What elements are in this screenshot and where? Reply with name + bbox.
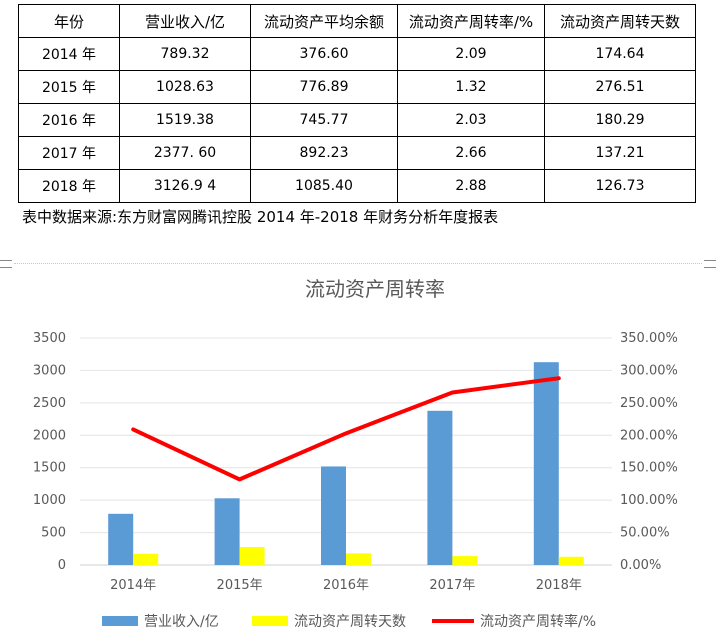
- table-cell: 376.60: [250, 37, 398, 71]
- legend-swatch: [102, 616, 138, 626]
- table-header-cell: 营业收入/亿: [119, 4, 251, 38]
- chart-title: 流动资产周转率: [305, 277, 445, 301]
- x-tick-label: 2018年: [536, 578, 582, 593]
- legend-label: 流动资产周转天数: [294, 614, 406, 630]
- table-cell: 2.88: [397, 169, 545, 203]
- table-cell: 180.29: [544, 103, 696, 137]
- legend-label: 流动资产周转率/%: [480, 613, 596, 630]
- bar: [427, 410, 453, 565]
- table-cell: 174.64: [544, 37, 696, 71]
- table-cell: 126.73: [544, 169, 696, 203]
- table-header-cell: 年份: [18, 4, 120, 38]
- right-axis-ticks: 0.00% 50.00% 100.00% 150.00% 200.00% 250.00% 3…: [620, 331, 678, 573]
- legend-swatch: [252, 616, 288, 626]
- bar: [321, 466, 346, 565]
- left-tick-label: 3000: [33, 363, 66, 378]
- right-tick-label: 250.00%: [620, 396, 678, 411]
- left-axis-ticks: 0 500 1000 1500 2000 2500 3000 3500: [33, 331, 66, 573]
- table-row: 2014 年 789.32 376.60 2.09 174.64: [18, 37, 696, 71]
- bar: [558, 556, 584, 565]
- left-tick-label: 500: [41, 526, 66, 541]
- table-cell: 2014 年: [18, 37, 120, 71]
- x-tick-label: 2017年: [429, 578, 475, 593]
- right-tick-label: 300.00%: [620, 363, 678, 378]
- table-cell: 2015 年: [18, 70, 120, 104]
- table-cell: 1085.40: [250, 169, 398, 203]
- bar: [214, 498, 240, 565]
- left-tick-label: 2000: [33, 428, 66, 443]
- table-cell: 892.23: [250, 136, 398, 170]
- bar: [239, 547, 265, 565]
- bar: [108, 513, 134, 565]
- table-cell: 276.51: [544, 70, 696, 104]
- table-cell: 3126.9 4: [119, 169, 251, 203]
- left-tick-label: 1000: [33, 493, 66, 508]
- table-cell: 745.77: [250, 103, 398, 137]
- chart-gridlines: [80, 337, 612, 566]
- table-cell: 2377. 60: [119, 136, 251, 170]
- right-tick-label: 200.00%: [620, 428, 678, 443]
- section-divider: [14, 263, 702, 264]
- table-header-row: 年份 营业收入/亿 流动资产平均余额 流动资产周转率/% 流动资产周转天数: [18, 4, 696, 38]
- bar-series: [108, 362, 584, 565]
- legend-label: 营业收入/亿: [144, 614, 219, 630]
- left-tick-label: 3500: [33, 331, 66, 346]
- table-header-cell: 流动资产周转率/%: [397, 4, 545, 38]
- bar: [452, 556, 478, 565]
- right-tick-label: 350.00%: [620, 331, 678, 346]
- table-cell: 2.66: [397, 136, 545, 170]
- left-tick-label: 2500: [33, 396, 66, 411]
- page-break-marker-left: [0, 260, 12, 268]
- series-line: [131, 376, 561, 482]
- table-cell: 137.21: [544, 136, 696, 170]
- line-series: [131, 376, 561, 482]
- bar: [133, 553, 159, 565]
- source-note: 表中数据来源:东方财富网腾讯控股 2014 年-2018 年财务分析年度报表: [22, 208, 499, 226]
- right-tick-label: 0.00%: [620, 558, 661, 573]
- left-tick-label: 1500: [33, 461, 66, 476]
- table-cell: 1519.38: [119, 103, 251, 137]
- right-tick-label: 100.00%: [620, 493, 678, 508]
- right-tick-label: 150.00%: [620, 461, 678, 476]
- table-cell: 1.32: [397, 70, 545, 104]
- page-break-marker-right: [704, 260, 716, 268]
- table-cell: 2016 年: [18, 103, 120, 137]
- table-cell: 2018 年: [18, 169, 120, 203]
- right-tick-label: 50.00%: [620, 526, 670, 541]
- x-tick-label: 2015年: [217, 578, 263, 593]
- chart-legend: 营业收入/亿 流动资产周转天数 流动资产周转率/%: [102, 613, 596, 630]
- table-cell: 2.09: [397, 37, 545, 71]
- table-row: 2016 年 1519.38 745.77 2.03 180.29: [18, 103, 696, 137]
- left-tick-label: 0: [58, 558, 66, 573]
- table-row: 2018 年 3126.9 4 1085.40 2.88 126.73: [18, 169, 696, 203]
- table-cell: 789.32: [119, 37, 251, 71]
- table-cell: 776.89: [250, 70, 398, 104]
- x-axis-ticks: 2014年 2015年 2016年 2017年 2018年: [110, 578, 582, 593]
- table-cell: 1028.63: [119, 70, 251, 104]
- table-row: 2015 年 1028.63 776.89 1.32 276.51: [18, 70, 696, 104]
- table-cell: 2017 年: [18, 136, 120, 170]
- table-header-cell: 流动资产周转天数: [544, 4, 696, 38]
- x-tick-label: 2016年: [323, 578, 369, 593]
- table-header-cell: 流动资产平均余额: [250, 4, 398, 38]
- combo-chart: 流动资产周转率 0 500 1000 1500 2000 2500 3000 3500 0.0…: [33, 277, 678, 630]
- x-tick-label: 2014年: [110, 578, 156, 593]
- bar: [533, 362, 559, 565]
- bar: [346, 553, 371, 565]
- data-table: 年份 营业收入/亿 流动资产平均余额 流动资产周转率/% 流动资产周转天数 20…: [18, 4, 696, 203]
- table-cell: 2.03: [397, 103, 545, 137]
- table-row: 2017 年 2377. 60 892.23 2.66 137.21: [18, 136, 696, 170]
